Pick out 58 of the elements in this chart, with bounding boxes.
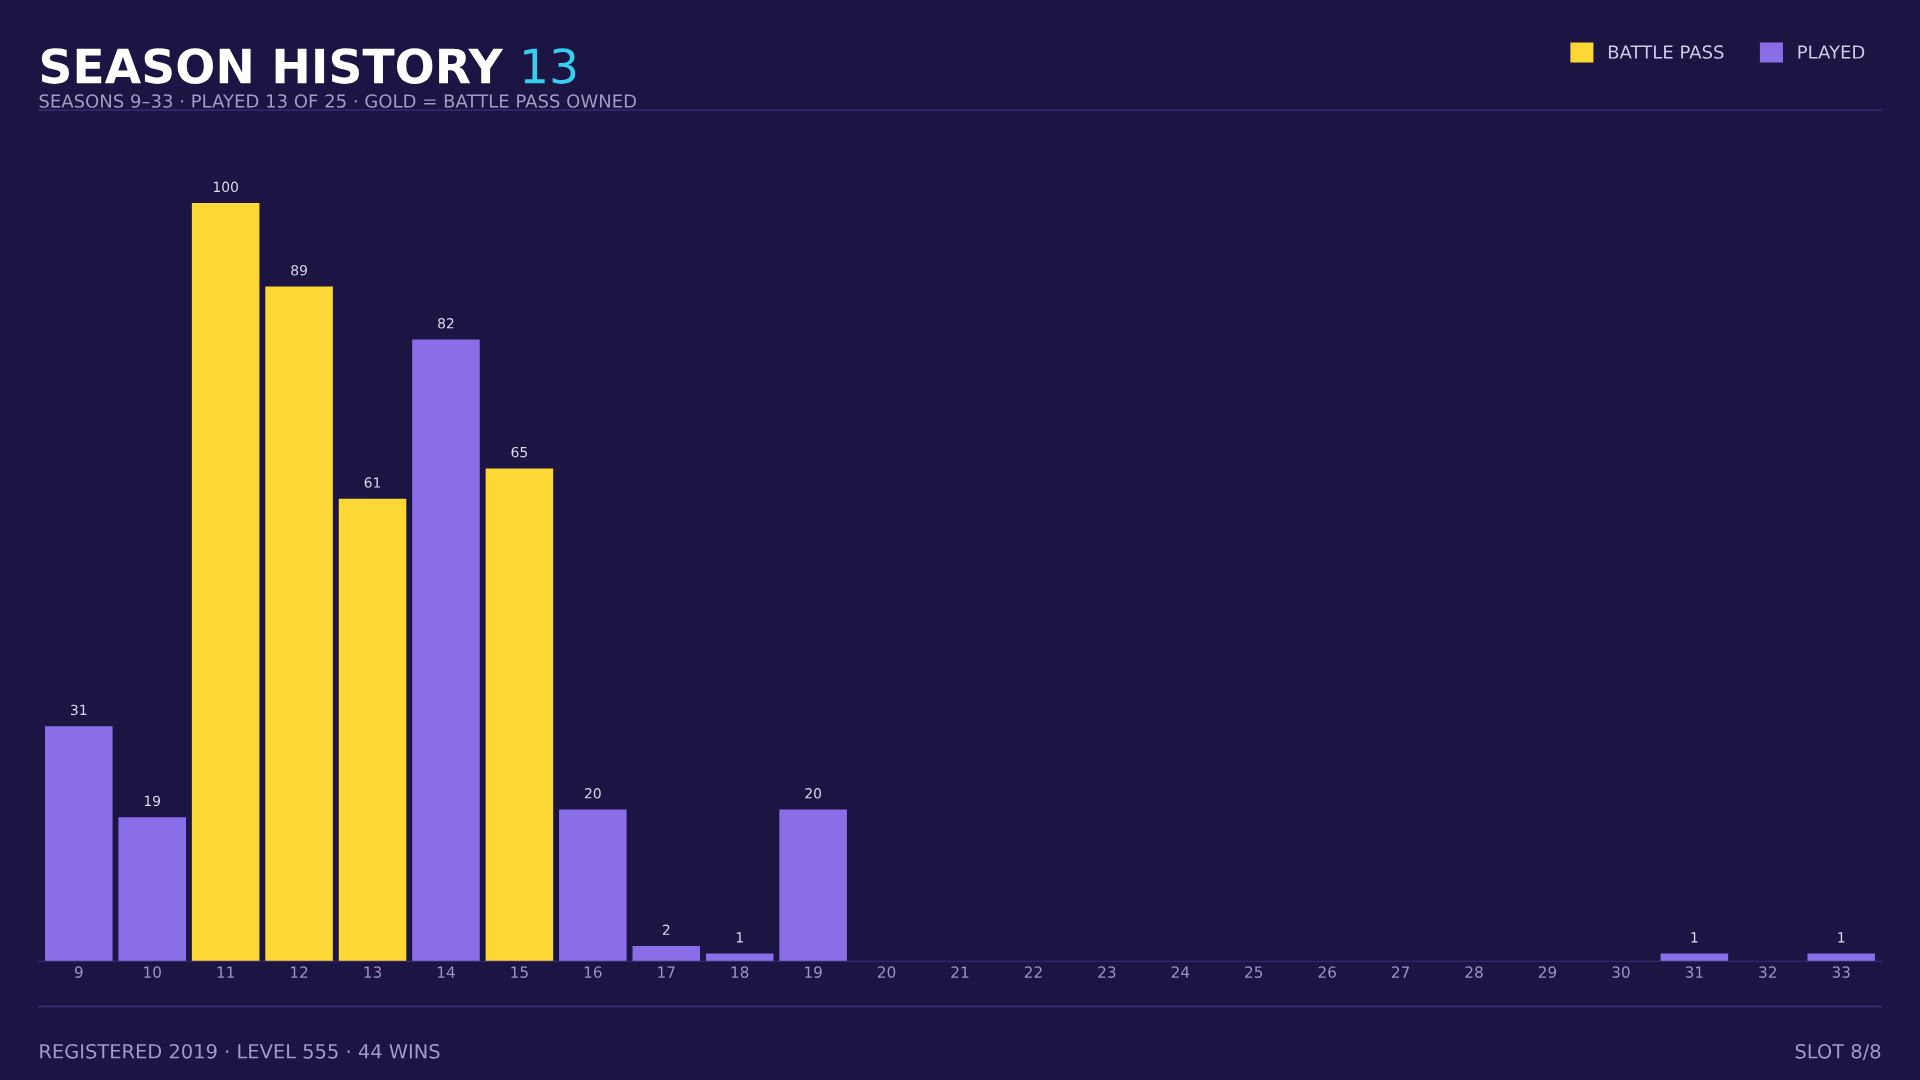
data-label: 65	[511, 446, 528, 458]
data-label: 1	[1838, 932, 1845, 943]
bar	[1807, 953, 1875, 962]
x-tick-label: 33	[1832, 966, 1850, 978]
bar	[118, 817, 186, 962]
x-tick-label: 28	[1465, 966, 1483, 978]
x-tick-label: 32	[1759, 966, 1776, 978]
x-tick-label: 14	[437, 966, 455, 978]
data-label: 19	[144, 795, 161, 807]
x-tick-label: 16	[584, 966, 602, 978]
bar	[559, 809, 627, 962]
x-tick-label: 25	[1245, 966, 1263, 978]
x-tick-label: 24	[1171, 966, 1190, 978]
bar	[705, 953, 774, 962]
x-tick-label: 9	[74, 966, 83, 978]
data-label: 89	[291, 264, 307, 276]
bar	[45, 726, 113, 962]
x-tick-label: 29	[1538, 966, 1557, 978]
data-label: 1	[736, 932, 743, 943]
text: 13	[524, 48, 576, 84]
data-label: 82	[438, 318, 454, 329]
x-tick-label: 15	[511, 966, 528, 978]
legend-label: BATTLE PASS	[1608, 45, 1724, 59]
bar	[779, 809, 847, 962]
x-tick-label: 18	[731, 966, 749, 978]
bar	[1660, 953, 1729, 962]
bar	[191, 203, 260, 962]
x-tick-label: 26	[1318, 966, 1336, 978]
legend-label: PLAYED	[1798, 45, 1865, 59]
data-label: 2	[662, 924, 670, 935]
x-tick-label: 11	[217, 966, 234, 978]
chart-subtitle: SEASONS 9–33 · PLAYED 13 OF 25 · GOLD = BATTLE PASS OWNED	[39, 94, 636, 108]
bar	[412, 339, 480, 962]
x-tick-label: 12	[291, 966, 308, 978]
x-tick-label: 30	[1612, 966, 1630, 978]
x-tick-label: 17	[658, 966, 675, 978]
bar	[338, 498, 407, 962]
data-label: 20	[585, 788, 601, 799]
x-tick-label: 21	[951, 966, 969, 978]
data-label: 20	[805, 788, 822, 799]
bar	[632, 946, 701, 962]
bar	[265, 286, 333, 962]
x-tick-label: 13	[364, 966, 382, 978]
x-tick-label: 23	[1098, 966, 1116, 978]
x-tick-label: 19	[805, 966, 822, 978]
data-label: 100	[213, 181, 238, 193]
x-tick-label: 22	[1024, 966, 1042, 978]
data-label: 1	[1691, 932, 1698, 943]
data-label: 61	[364, 477, 381, 488]
chart-title: SEASON HISTORY	[41, 48, 504, 84]
x-tick-label: 10	[144, 966, 161, 978]
bar	[485, 468, 554, 962]
x-tick-label: 27	[1392, 966, 1410, 978]
x-tick-label: 31	[1685, 966, 1703, 978]
x-tick-label: 20	[877, 966, 896, 978]
text: REGISTERED 2019 · LEVEL 555 · 44 WINS	[40, 1043, 440, 1059]
text: SLOT 8/8	[1795, 1043, 1881, 1061]
data-label: 31	[71, 704, 87, 716]
